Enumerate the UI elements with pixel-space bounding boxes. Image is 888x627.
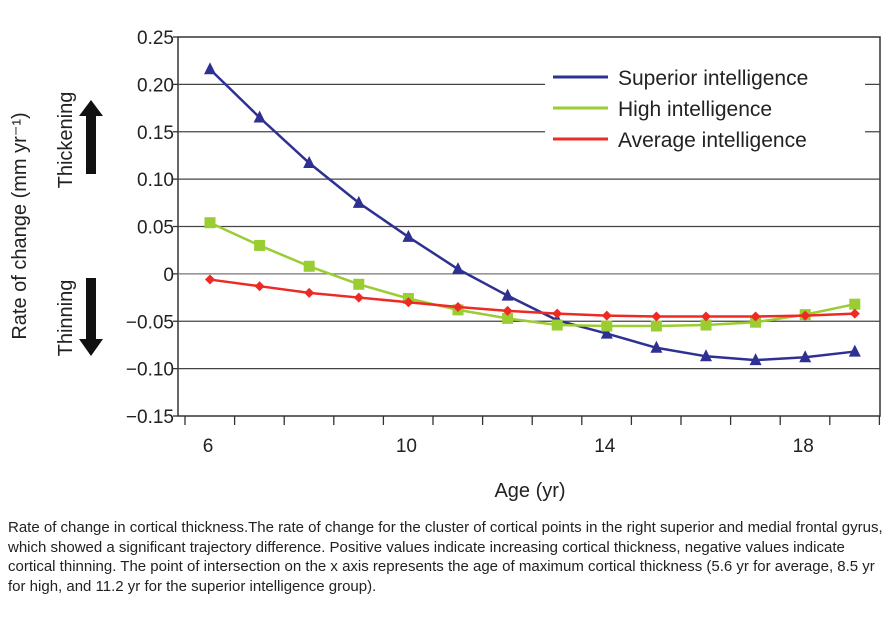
data-point-diamond [800, 310, 811, 321]
data-point-diamond [502, 305, 513, 316]
series-line [209, 221, 856, 328]
x-tick-label: 14 [594, 436, 616, 457]
arrow-up-icon [79, 100, 103, 174]
data-point-triangle [204, 62, 216, 75]
legend-box [545, 58, 865, 153]
x-axis-label: Age (yr) [494, 480, 565, 502]
y-tick-label: 0.15 [137, 123, 174, 144]
data-point-square [551, 319, 563, 331]
data-point-triangle [799, 350, 812, 363]
data-point-triangle [650, 340, 663, 353]
y-axis-label: Rate of change (mm yr⁻¹) [9, 112, 31, 339]
data-point-diamond [453, 302, 463, 313]
y-tick-label: 0 [163, 265, 174, 286]
y-tick-label: 0.25 [137, 28, 174, 49]
data-point-triangle [700, 349, 712, 362]
data-point-diamond [750, 311, 761, 322]
data-point-diamond [601, 310, 612, 321]
data-point-square [750, 316, 762, 328]
data-point-triangle [402, 229, 415, 242]
legend-label: Average intelligence [618, 129, 807, 152]
y-tick-label: 0.20 [137, 75, 174, 96]
legend-label: High intelligence [618, 98, 772, 121]
data-point-square [650, 320, 662, 332]
data-point-diamond [304, 287, 315, 298]
data-point-square [204, 217, 216, 229]
data-point-triangle [253, 110, 266, 123]
y-tick-label: −0.10 [126, 360, 174, 381]
data-point-square [849, 298, 861, 310]
series-line [209, 68, 855, 362]
data-point-triangle [848, 344, 861, 357]
thinning-label: Thinning [55, 280, 77, 357]
data-point-diamond [205, 274, 215, 285]
data-point-triangle [303, 156, 316, 169]
series-line [209, 278, 855, 318]
y-tick-label: 0.10 [137, 170, 174, 191]
data-point-triangle [749, 353, 762, 366]
figure-caption: Rate of change in cortical thickness.The… [8, 519, 883, 595]
data-point-square [254, 239, 266, 251]
data-point-diamond [353, 292, 364, 303]
data-point-square [353, 278, 365, 290]
x-tick-label: 18 [793, 436, 814, 457]
data-point-diamond [651, 311, 662, 322]
x-tick-label: 6 [203, 436, 214, 457]
data-point-square [303, 260, 315, 272]
data-point-triangle [501, 288, 514, 301]
data-point-square [700, 319, 712, 331]
y-tick-label: 0.05 [137, 218, 174, 239]
data-point-triangle [600, 326, 613, 339]
arrow-down-icon [79, 278, 103, 356]
data-point-square [601, 320, 613, 332]
data-point-diamond [254, 281, 265, 292]
data-point-triangle [352, 195, 365, 208]
data-point-triangle [452, 262, 464, 275]
x-tick-label: 10 [396, 436, 417, 457]
data-point-diamond [552, 308, 563, 319]
data-point-square [502, 312, 514, 324]
thickening-label: Thickening [55, 92, 77, 189]
data-point-diamond [701, 311, 711, 322]
line-chart: 0.25 0.20 0.15 0.10 0.05 0 −0.05 −0.10 −0.15 6 10 1… [9, 28, 881, 502]
legend-label: Superior intelligence [618, 67, 808, 90]
y-tick-label: −0.15 [126, 407, 174, 428]
data-point-diamond [849, 308, 860, 319]
y-tick-label: −0.05 [126, 312, 174, 333]
data-point-diamond [403, 297, 414, 308]
